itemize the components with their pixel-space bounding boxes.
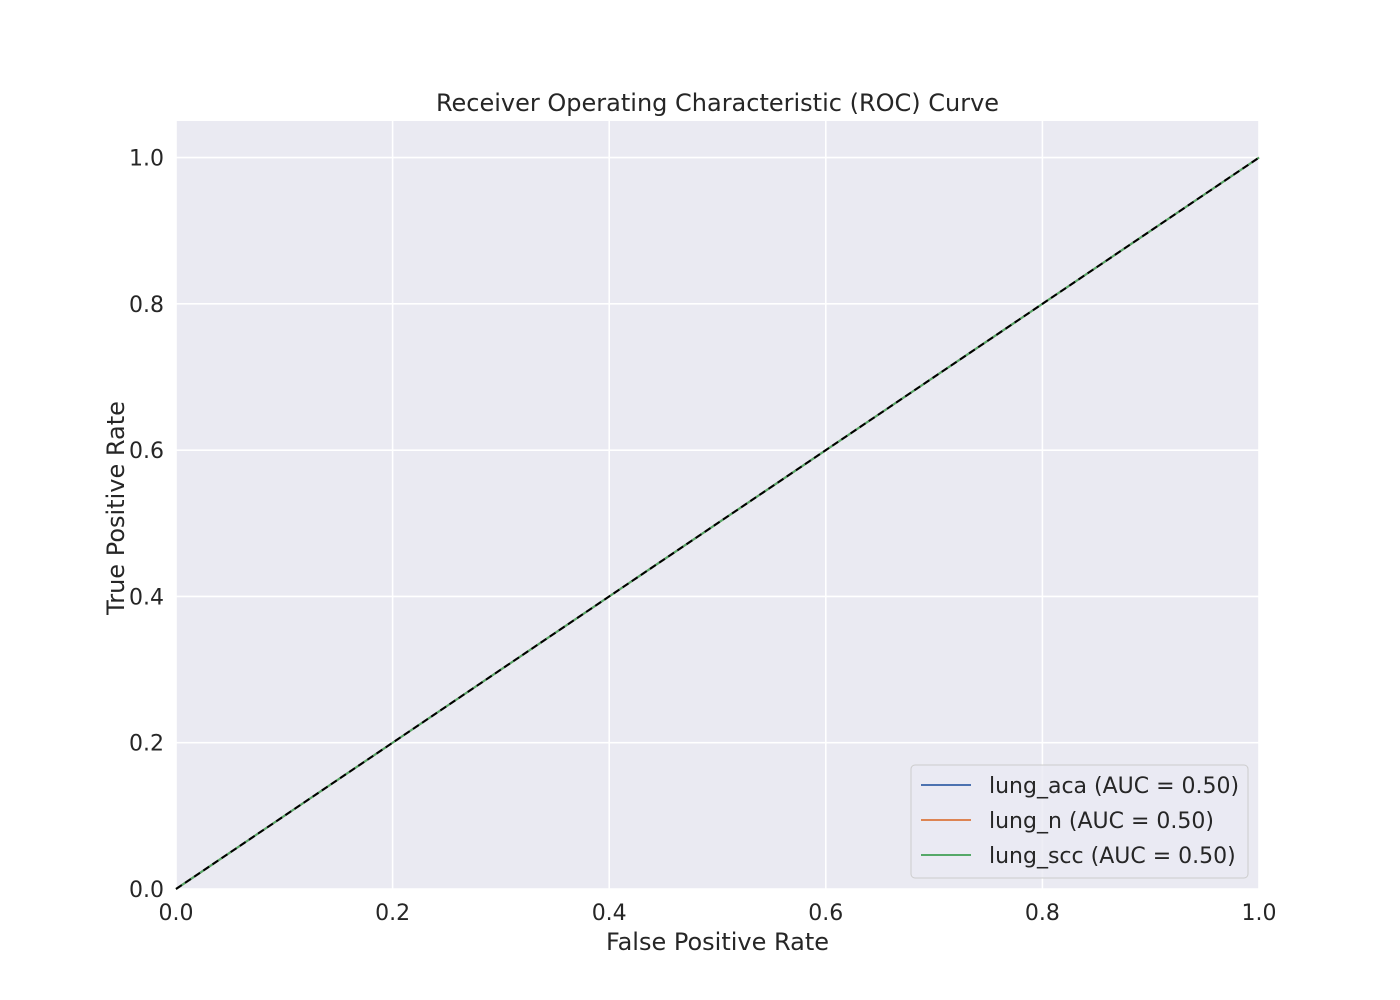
plot-area xyxy=(176,121,1259,889)
x-tick-label: 1.0 xyxy=(1242,901,1277,926)
series-lines xyxy=(175,156,1260,890)
legend-box xyxy=(910,764,1249,879)
chart-title: Receiver Operating Characteristic (ROC) … xyxy=(436,89,999,117)
x-axis-label: False Positive Rate xyxy=(606,928,829,956)
x-tick-label: 0.6 xyxy=(808,901,843,926)
y-tick-label: 0.8 xyxy=(129,293,164,318)
legend-label-0: lung_aca (AUC = 0.50) xyxy=(989,774,1239,799)
x-axis-ticks: 0.0 0.2 0.4 0.6 0.8 1.0 xyxy=(159,901,1277,926)
x-tick-label: 0.0 xyxy=(159,901,194,926)
y-tick-label: 0.2 xyxy=(129,732,164,757)
y-tick-label: 0.0 xyxy=(129,878,164,903)
x-tick-label: 0.4 xyxy=(592,901,627,926)
x-tick-label: 0.2 xyxy=(375,901,410,926)
grid xyxy=(175,121,1260,890)
y-tick-label: 0.4 xyxy=(129,585,164,610)
reference-diagonal-line xyxy=(175,156,1260,890)
y-axis-label: True Positive Rate xyxy=(102,401,130,616)
y-tick-label: 1.0 xyxy=(129,147,164,172)
x-tick-label: 0.8 xyxy=(1025,901,1060,926)
legend-label-2: lung_scc (AUC = 0.50) xyxy=(989,844,1236,869)
y-tick-label: 0.6 xyxy=(129,439,164,464)
legend: lung_aca (AUC = 0.50) lung_n (AUC = 0.50)… xyxy=(910,764,1249,879)
legend-label-1: lung_n (AUC = 0.50) xyxy=(989,809,1214,834)
y-axis-ticks: 0.0 0.2 0.4 0.6 0.8 1.0 xyxy=(129,147,164,903)
